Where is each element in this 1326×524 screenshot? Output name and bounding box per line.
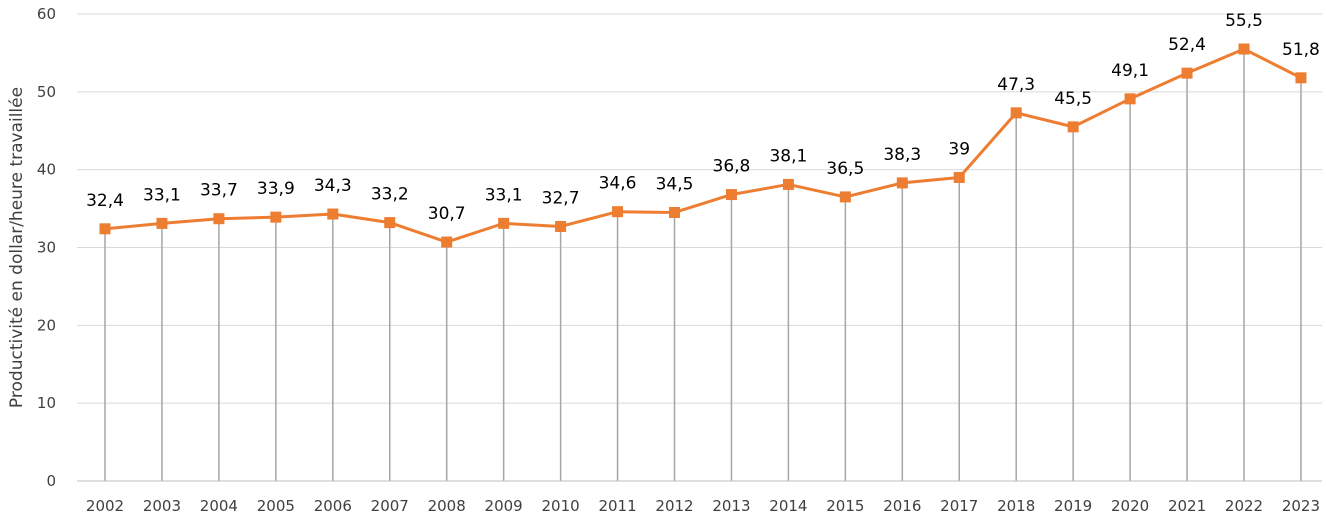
x-tick-label-2009: 2009 (485, 497, 523, 515)
x-tick-label-2014: 2014 (769, 497, 807, 515)
data-point-2015 (839, 191, 851, 203)
data-label-2011: 34,6 (599, 174, 637, 194)
data-label-2012: 34,5 (656, 174, 694, 194)
data-point-2021 (1181, 67, 1193, 79)
data-label-2020: 49,1 (1111, 61, 1149, 81)
data-label-2010: 32,7 (542, 188, 580, 208)
x-tick-label-2021: 2021 (1168, 497, 1206, 515)
y-tick-label-30: 30 (37, 239, 56, 257)
data-label-2006: 34,3 (314, 176, 352, 196)
data-label-2014: 38,1 (769, 146, 807, 166)
data-point-2005 (270, 211, 282, 223)
data-label-2018: 47,3 (997, 75, 1035, 95)
data-label-2023: 51,8 (1282, 40, 1320, 60)
data-point-2018 (1010, 107, 1022, 119)
gridlines (77, 13, 1322, 404)
data-labels: 32,4 33,1 33,7 33,9 34,3 33,2 30,7 33,1 32,7 34,6… (86, 11, 1320, 224)
x-tick-label-2012: 2012 (655, 497, 693, 515)
x-tick-label-2013: 2013 (712, 497, 750, 515)
x-tick-label-2019: 2019 (1054, 497, 1092, 515)
data-label-2002: 32,4 (86, 191, 124, 211)
data-point-2002 (99, 223, 111, 235)
data-label-2007: 33,2 (371, 185, 409, 205)
y-tick-label-40: 40 (37, 161, 56, 179)
y-tick-label-10: 10 (37, 394, 56, 412)
data-point-2011 (612, 206, 624, 218)
x-tick-label-2004: 2004 (200, 497, 238, 515)
data-point-2010 (555, 220, 567, 232)
data-point-2017 (953, 171, 965, 183)
data-point-2004 (213, 213, 225, 225)
data-point-2008 (441, 236, 453, 248)
data-label-2017: 39 (948, 139, 970, 159)
x-tick-label-2022: 2022 (1225, 497, 1263, 515)
x-tick-label-2018: 2018 (997, 497, 1035, 515)
x-tick-label-2007: 2007 (371, 497, 409, 515)
data-point-2012 (669, 206, 680, 218)
y-tick-label-50: 50 (37, 83, 56, 101)
data-label-2005: 33,9 (257, 179, 295, 199)
data-point-2009 (498, 217, 510, 229)
y-tick-label-20: 20 (37, 316, 56, 334)
drop-lines (104, 49, 1302, 481)
x-tick-label-2011: 2011 (598, 497, 636, 515)
x-tick-label-2016: 2016 (883, 497, 921, 515)
data-point-2007 (384, 217, 396, 229)
data-label-2019: 45,5 (1054, 89, 1092, 109)
data-point-2014 (782, 178, 794, 190)
data-point-2016 (896, 177, 908, 189)
data-point-2003 (156, 217, 168, 229)
data-point-2020 (1124, 93, 1136, 105)
x-tick-label-2008: 2008 (428, 497, 466, 515)
y-axis-ticks: 0 10 20 30 40 50 60 (37, 5, 56, 490)
data-point-2022 (1238, 43, 1250, 55)
data-label-2022: 55,5 (1225, 11, 1263, 31)
series-markers (99, 43, 1307, 248)
data-label-2015: 36,5 (826, 159, 864, 179)
data-label-2008: 30,7 (428, 204, 466, 224)
y-tick-label-60: 60 (37, 5, 56, 23)
x-tick-label-2003: 2003 (143, 497, 181, 515)
x-tick-label-2006: 2006 (314, 497, 352, 515)
y-axis-title: Productivité en dollar/heure travaillée (7, 87, 27, 408)
x-tick-label-2010: 2010 (542, 497, 580, 515)
data-point-2023 (1295, 72, 1307, 84)
data-point-2013 (725, 189, 737, 201)
data-label-2016: 38,3 (883, 145, 921, 165)
data-label-2003: 33,1 (143, 185, 181, 205)
y-tick-label-0: 0 (46, 472, 56, 490)
x-tick-label-2023: 2023 (1282, 497, 1320, 515)
data-label-2013: 36,8 (713, 157, 751, 177)
x-tick-label-2015: 2015 (826, 497, 864, 515)
data-point-2019 (1067, 121, 1079, 133)
x-tick-label-2020: 2020 (1111, 497, 1149, 515)
data-label-2004: 33,7 (200, 181, 238, 201)
x-tick-label-2005: 2005 (257, 497, 295, 515)
series-line (104, 47, 1302, 244)
x-axis-ticks: 2002 2003 2004 2005 2006 2007 2008 2009 2010 2011… (86, 497, 1320, 515)
x-tick-label-2017: 2017 (940, 497, 978, 515)
data-point-2006 (327, 208, 339, 220)
x-tick-label-2002: 2002 (86, 497, 124, 515)
data-label-2021: 52,4 (1168, 35, 1206, 55)
data-label-2009: 33,1 (485, 185, 523, 205)
